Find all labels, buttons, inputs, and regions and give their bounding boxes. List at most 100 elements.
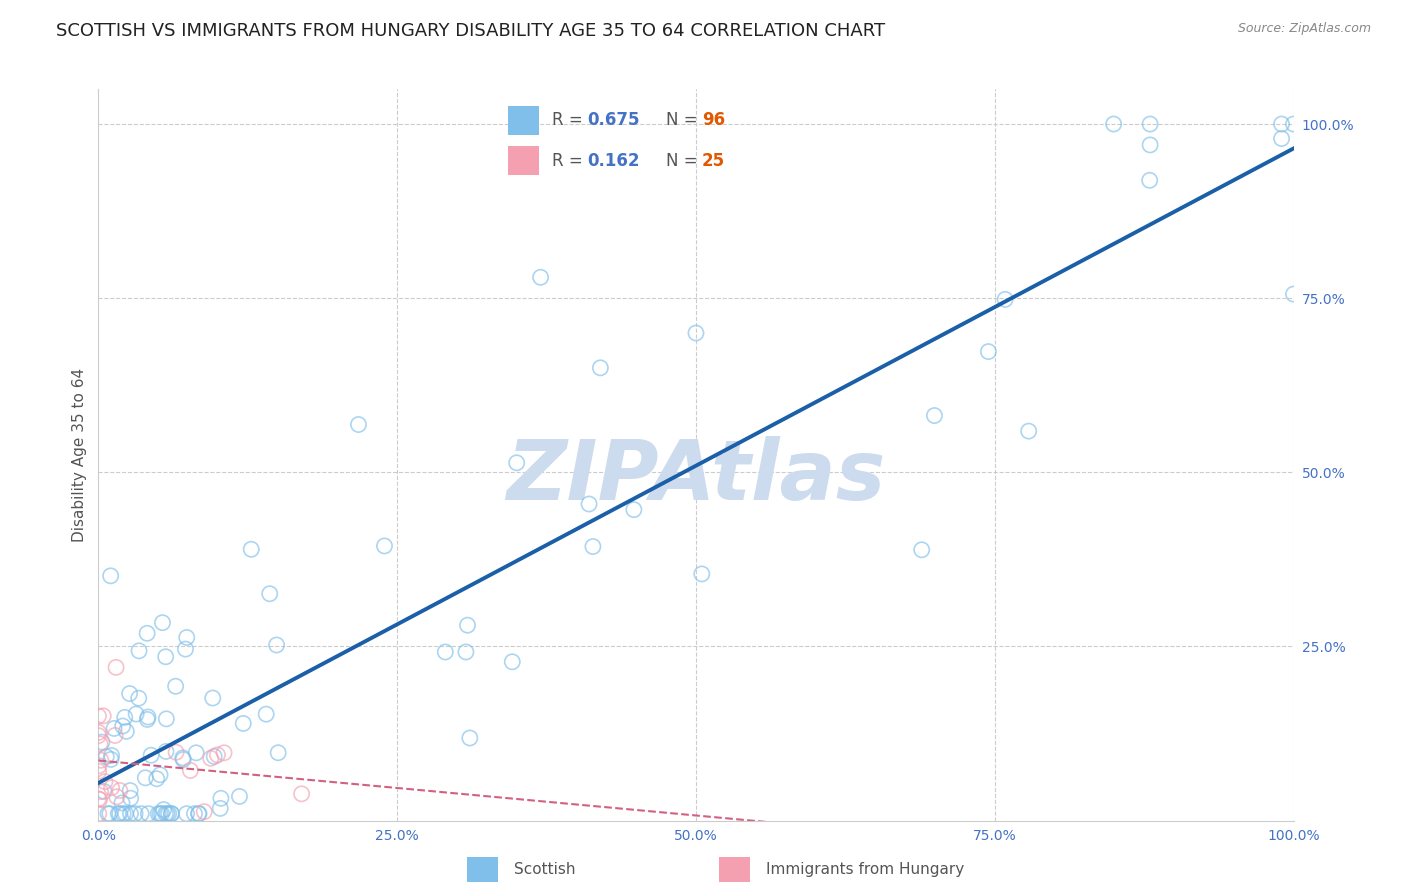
FancyBboxPatch shape [509,106,540,135]
Text: Immigrants from Hungary: Immigrants from Hungary [766,863,965,877]
Point [165,745,187,759]
Point [1139,173,1161,187]
Point [1139,137,1161,152]
Point [114,710,136,724]
Point [157,806,180,821]
Point [98,806,121,821]
Point [530,270,553,285]
Y-axis label: Disability Age 35 to 64: Disability Age 35 to 64 [72,368,87,542]
Point [454,645,477,659]
Point [94,774,117,789]
Point [96,749,118,764]
Point [111,796,134,810]
Point [1139,117,1161,131]
Point [172,752,194,766]
Point [150,806,173,821]
Point [685,326,707,340]
Point [129,806,152,821]
Point [128,644,150,658]
Point [924,409,946,423]
Point [108,783,131,797]
Point [589,360,612,375]
Point [87,709,110,723]
Text: SCOTTISH VS IMMIGRANTS FROM HUNGARY DISABILITY AGE 35 TO 64 CORRELATION CHART: SCOTTISH VS IMMIGRANTS FROM HUNGARY DISA… [56,22,886,40]
Point [155,806,177,821]
Point [114,806,136,821]
Point [201,691,224,706]
Point [232,716,254,731]
Point [254,707,277,722]
Point [209,791,232,805]
Point [582,540,605,554]
Point [134,771,156,785]
Point [187,806,209,821]
Point [165,679,187,693]
Point [120,806,142,821]
Text: 96: 96 [702,112,725,129]
Point [103,722,125,736]
Point [172,751,194,765]
Point [994,293,1017,307]
Point [1102,117,1125,131]
Point [186,746,208,760]
Point [457,618,479,632]
Point [291,787,314,801]
Point [128,691,150,706]
Point [111,719,134,733]
Point [160,806,183,821]
Point [107,806,129,821]
Text: 0.162: 0.162 [588,152,640,169]
Point [174,642,197,657]
Point [1018,424,1040,438]
Point [149,768,172,782]
Point [207,747,229,762]
Point [91,709,114,723]
Point [690,566,713,581]
Point [373,539,395,553]
Point [90,784,112,798]
Point [115,724,138,739]
Point [145,772,167,786]
Point [100,752,122,766]
Point [112,806,135,821]
Point [152,615,174,630]
Point [458,731,481,745]
Point [108,806,131,821]
Point [212,746,235,760]
Text: Source: ZipAtlas.com: Source: ZipAtlas.com [1237,22,1371,36]
FancyBboxPatch shape [467,857,498,882]
Point [179,764,201,778]
Point [136,626,159,640]
Point [505,456,527,470]
Text: N =: N = [666,112,703,129]
Point [87,725,110,739]
Point [100,748,122,763]
Point [138,806,160,821]
Point [193,805,215,819]
Point [188,806,211,821]
Point [148,806,170,821]
Point [97,806,120,821]
Point [120,783,142,797]
Point [176,631,198,645]
Point [149,806,172,821]
Point [266,638,288,652]
Point [87,792,110,806]
Point [1282,117,1305,131]
Point [578,497,600,511]
Point [1271,131,1294,145]
Text: Scottish: Scottish [515,863,575,877]
Text: 0.675: 0.675 [588,112,640,129]
Point [501,655,523,669]
Point [90,735,112,749]
Point [623,502,645,516]
Point [155,649,177,664]
Point [347,417,370,432]
Point [155,744,177,758]
Point [87,806,110,821]
Point [89,737,111,751]
Point [87,758,110,772]
Text: ZIPAtlas: ZIPAtlas [506,436,886,517]
Point [434,645,457,659]
FancyBboxPatch shape [718,857,751,882]
